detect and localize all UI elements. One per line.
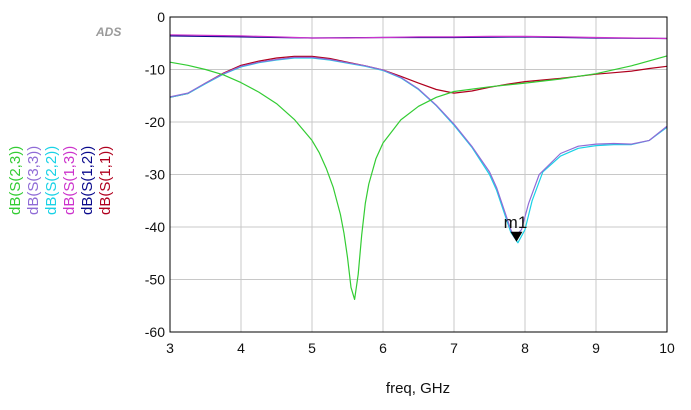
marker-m1[interactable]: m1	[504, 213, 528, 242]
y-tick-label: -30	[145, 167, 165, 183]
legend-entry: dB(S(2,2))	[43, 146, 60, 215]
x-tick-label: 10	[659, 340, 675, 356]
series-line-s22	[169, 57, 668, 244]
x-tick-label: 8	[521, 340, 529, 356]
legend-entry: dB(S(1,1))	[97, 146, 114, 215]
y-tick-label: -20	[145, 114, 165, 130]
x-tick-label: 4	[237, 340, 245, 356]
x-tick-label: 3	[166, 340, 174, 356]
marker-label: m1	[504, 213, 528, 232]
y-tick-label: -40	[145, 219, 165, 235]
plot-frame	[169, 16, 668, 333]
series-line-s23	[169, 55, 668, 300]
legend-entry: dB(S(2,3))	[7, 146, 24, 215]
series-line-s33	[169, 56, 668, 239]
y-tick-label: -50	[145, 272, 165, 288]
marker-triangle[interactable]	[510, 231, 523, 242]
plot-series	[169, 34, 668, 300]
legend-entry: dB(S(1,2))	[79, 146, 96, 215]
series-line-s11	[169, 55, 668, 98]
series-line-s13	[169, 34, 668, 40]
axes: 3 4 5 6 7 8 9 10 0 -10 -20 -30 -40 -50 -60	[145, 9, 675, 356]
ads-logo: ADS	[95, 25, 121, 39]
legend-entry: dB(S(3,3))	[25, 146, 42, 215]
y-tick-label: -60	[145, 324, 165, 340]
legend: dB(S(2,3)) dB(S(3,3)) dB(S(2,2)) dB(S(1,3))…	[7, 146, 114, 215]
y-tick-label: -10	[145, 62, 165, 78]
x-tick-label: 5	[308, 340, 316, 356]
x-tick-label: 6	[379, 340, 387, 356]
x-tick-label: 7	[450, 340, 458, 356]
y-tick-label: 0	[157, 9, 165, 25]
x-tick-label: 9	[592, 340, 600, 356]
legend-entry: dB(S(1,3))	[61, 146, 78, 215]
x-axis-label: freq, GHz	[386, 380, 450, 397]
